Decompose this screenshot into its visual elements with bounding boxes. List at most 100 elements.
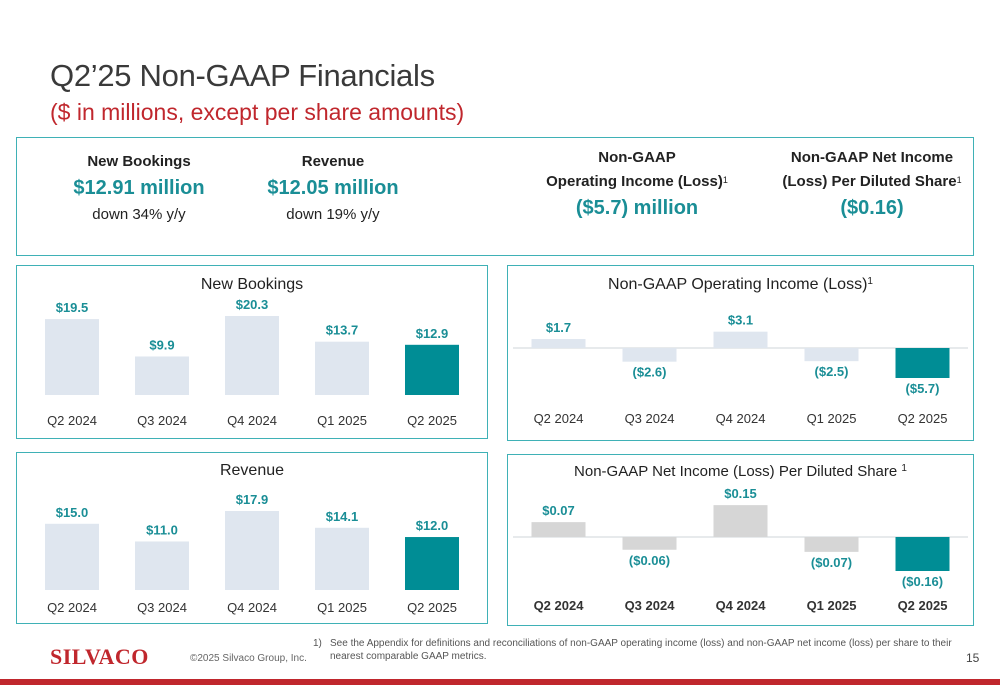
kpi-value: ($5.7) million: [575, 197, 699, 219]
kpi-value: $12.05 million: [267, 177, 399, 199]
chart-title-text: Non-GAAP Operating Income (Loss): [608, 276, 868, 293]
bar: [531, 522, 586, 537]
kpi-label-line1: Non-GAAP: [598, 149, 676, 166]
data-label: $3.1: [728, 313, 753, 328]
kpi-net-income-per-share: Non-GAAP Net Income (Loss) Per Diluted S…: [752, 147, 992, 223]
kpi-revenue: Revenue $12.05 million down 19% y/y: [253, 151, 413, 227]
category-label: Q1 2025: [807, 598, 857, 613]
kpi-change: down 19% y/y: [286, 206, 380, 223]
chart-title: Revenue: [219, 462, 285, 479]
copyright: ©2025 Silvaco Group, Inc.: [190, 653, 307, 664]
chart-title: Non-GAAP Net Income (Loss) Per Diluted S…: [508, 463, 973, 480]
bar: [405, 344, 459, 395]
category-label: Q2 2024: [534, 411, 584, 426]
data-label: ($2.5): [815, 364, 849, 379]
category-label: Q4 2024: [716, 411, 766, 426]
data-label: $12.9: [416, 326, 449, 341]
bar: [895, 537, 950, 571]
data-label: $19.5: [56, 300, 89, 315]
bar: [405, 537, 459, 590]
bar: [531, 339, 586, 348]
page-number: 15: [966, 651, 980, 665]
kpi-change: down 34% y/y: [92, 206, 186, 223]
category-label: Q4 2024: [227, 600, 277, 615]
data-label: $15.0: [56, 505, 89, 520]
bar: [713, 331, 768, 348]
category-label: Q1 2025: [317, 600, 367, 615]
footnote-ref: 1: [867, 276, 873, 287]
data-label: $0.07: [542, 503, 575, 518]
category-label: Q1 2025: [807, 411, 857, 426]
bar: [135, 356, 189, 395]
data-label: $13.7: [326, 323, 359, 338]
bar: [45, 319, 99, 395]
page-subtitle: ($ in millions, except per share amounts…: [50, 99, 465, 125]
bar: [804, 537, 859, 552]
data-label: ($0.07): [811, 555, 852, 570]
data-label: $14.1: [326, 509, 359, 524]
bar: [315, 527, 369, 590]
category-label: Q3 2024: [137, 600, 187, 615]
bar: [622, 537, 677, 550]
category-label: Q3 2024: [625, 598, 676, 613]
bar: [225, 316, 279, 395]
category-label: Q4 2024: [716, 598, 767, 613]
chart-title-text: Non-GAAP Net Income (Loss) Per Diluted S…: [574, 463, 898, 480]
data-label: $1.7: [546, 320, 571, 335]
page-title: Q2’25 Non-GAAP Financials: [50, 58, 435, 93]
revenue-bar-chart: $15.0 Q2 2024 $11.0 Q3 2024 $17.9 Q4 2024 $14.…: [45, 492, 459, 615]
bar: [225, 511, 279, 590]
data-label: $0.15: [724, 486, 757, 501]
data-label: ($0.16): [902, 574, 943, 589]
footnote-text: See the Appendix for definitions and rec…: [330, 638, 952, 662]
footnote-number: 1): [313, 638, 322, 649]
kpi-label-line1: Non-GAAP Net Income: [790, 149, 954, 166]
kpi-label: New Bookings: [87, 153, 191, 170]
silvaco-logo: SILVACO: [50, 644, 149, 669]
operating-income-chart-panel: Non-GAAP Operating Income (Loss)1 $1.7 Q2…: [507, 265, 974, 441]
data-label: ($0.06): [629, 553, 670, 568]
kpi-summary-panel: New Bookings $12.91 million down 34% y/y…: [16, 137, 974, 256]
category-label: Q3 2024: [137, 413, 187, 428]
footnote-ref: 1: [956, 175, 962, 185]
kpi-value: $12.91 million: [73, 177, 205, 199]
category-label: Q2 2025: [407, 600, 457, 615]
kpi-value: ($0.16): [840, 197, 904, 219]
footnote: 1) See the Appendix for definitions and …: [313, 637, 963, 663]
category-label: Q4 2024: [227, 413, 277, 428]
footnote-ref: 1: [722, 175, 728, 185]
data-label: ($5.7): [906, 381, 940, 396]
category-label: Q2 2024: [47, 413, 97, 428]
data-label: $12.0: [416, 518, 449, 533]
chart-title: Non-GAAP Operating Income (Loss)1: [508, 276, 973, 294]
data-label: $20.3: [236, 297, 269, 312]
net-income-per-share-chart-panel: Non-GAAP Net Income (Loss) Per Diluted S…: [507, 454, 974, 626]
data-label: $11.0: [146, 522, 178, 537]
bar: [45, 523, 99, 590]
revenue-chart-panel: Revenue $15.0 Q2 2024 $11.0 Q3 2024 $17.9 Q4 …: [16, 452, 488, 624]
category-label: Q3 2024: [625, 411, 675, 426]
category-label: Q2 2024: [47, 600, 97, 615]
chart-title: New Bookings: [200, 276, 304, 293]
bar: [713, 505, 768, 537]
net-income-per-share-bar-chart: $0.07 Q2 2024 ($0.06) Q3 2024 $0.15 Q4 2024 ($…: [513, 486, 968, 613]
kpi-label-line2: Operating Income (Loss): [546, 173, 723, 190]
kpi-new-bookings: New Bookings $12.91 million down 34% y/y: [59, 151, 219, 227]
data-label: ($2.6): [633, 365, 667, 380]
new-bookings-bar-chart: $19.5 Q2 2024 $9.9 Q3 2024 $20.3 Q4 2024 $13.7…: [45, 297, 459, 428]
category-label: Q2 2025: [407, 413, 457, 428]
operating-income-bar-chart: $1.7 Q2 2024 ($2.6) Q3 2024 $3.1 Q4 2024 ($2.5…: [513, 313, 968, 426]
bar: [315, 341, 369, 395]
kpi-label: Revenue: [301, 153, 365, 170]
kpi-operating-income: Non-GAAP Operating Income (Loss)1 ($5.7)…: [522, 147, 752, 223]
category-label: Q1 2025: [317, 413, 367, 428]
category-label: Q2 2025: [898, 598, 948, 613]
bar: [804, 348, 859, 362]
kpi-label-line2: (Loss) Per Diluted Share: [782, 173, 957, 190]
category-label: Q2 2025: [898, 411, 948, 426]
bar: [895, 348, 950, 378]
bottom-accent-bar: [0, 679, 1000, 685]
footnote-ref: 1: [901, 463, 907, 474]
data-label: $9.9: [149, 337, 174, 352]
bar: [135, 541, 189, 590]
